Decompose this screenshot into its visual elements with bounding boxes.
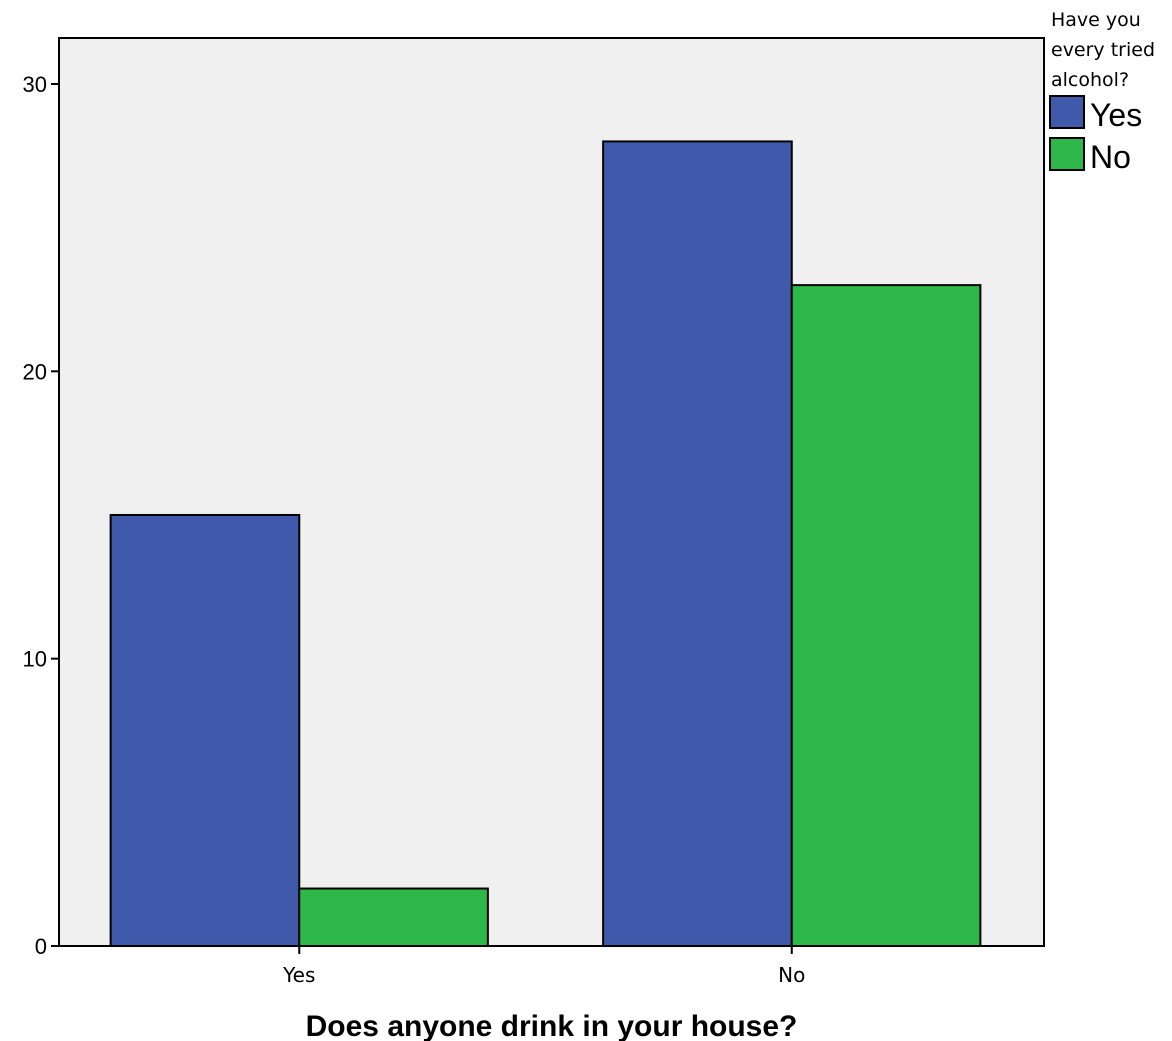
y-tick-label-0: 0 — [35, 934, 47, 959]
legend-title-line: every tried — [1051, 39, 1155, 61]
x-tick-label-no: No — [778, 963, 805, 987]
bar-yes-yes — [109, 513, 301, 948]
legend-label-no: No — [1090, 139, 1131, 175]
x-axis: Yes No — [282, 946, 805, 987]
bar-yes-no — [298, 887, 489, 947]
y-tick-label-20: 20 — [23, 359, 47, 384]
x-axis-title: Does anyone drink in your house? — [306, 1010, 798, 1041]
legend: Have you every tried alcohol? Yes No — [1049, 9, 1155, 175]
legend-swatch-no — [1049, 137, 1085, 171]
x-tick-label-yes: Yes — [282, 963, 315, 987]
legend-title-line: Have you — [1051, 9, 1141, 31]
y-tick-label-30: 30 — [23, 72, 47, 97]
y-tick-label-10: 10 — [23, 647, 47, 672]
legend-label-yes: Yes — [1090, 97, 1142, 133]
legend-swatch-yes — [1049, 95, 1085, 129]
legend-title-line: alcohol? — [1051, 69, 1129, 91]
y-axis: 0 10 20 30 — [23, 72, 59, 959]
bars-group — [109, 140, 982, 948]
bar-no-yes — [602, 140, 793, 947]
bar-no-no — [790, 284, 982, 947]
